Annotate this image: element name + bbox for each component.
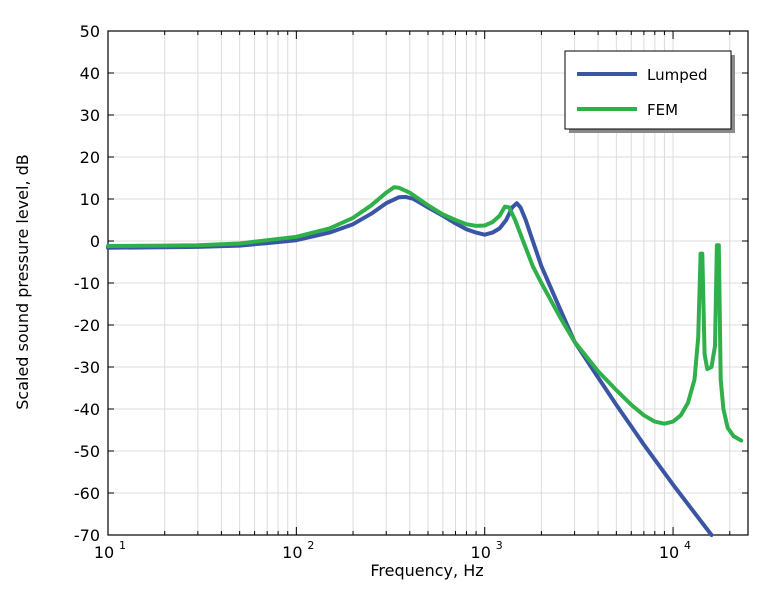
y-axis-ticks: 50 40 30 20 10 0 -10 -20 -30 -40 -50 -60 -70: [74, 22, 748, 545]
x-tick-label: 10: [282, 543, 302, 562]
series-line-lumped: [106, 194, 714, 537]
y-tick-label: -50: [74, 442, 100, 461]
y-tick-label: -60: [74, 484, 100, 503]
series-line-fem: [106, 185, 744, 443]
x-tick-label: 10: [94, 543, 114, 562]
y-tick-label: 30: [80, 106, 100, 125]
x-tick-label-exponent: 2: [307, 539, 314, 552]
legend-box: [564, 50, 732, 130]
y-tick-label: 20: [80, 148, 100, 167]
x-tick-label: 10: [659, 543, 679, 562]
y-tick-label: 10: [80, 190, 100, 209]
x-axis-label: Frequency, Hz: [370, 561, 483, 580]
x-axis-ticks: 10 1 10 2 10 3 10 4: [94, 31, 731, 562]
y-tick-label: 40: [80, 64, 100, 83]
y-tick-label: -20: [74, 316, 100, 335]
x-tick-label-exponent: 4: [684, 539, 691, 552]
legend: Lumped FEM: [564, 50, 735, 133]
y-tick-label: -40: [74, 400, 100, 419]
x-tick-label: 10: [471, 543, 491, 562]
legend-label-lumped: Lumped: [647, 66, 707, 84]
y-axis-label: Scaled sound pressure level, dB: [13, 154, 32, 409]
series-layer: [106, 185, 744, 537]
x-tick-label-exponent: 1: [119, 539, 126, 552]
y-tick-label: 0: [90, 232, 100, 251]
legend-label-fem: FEM: [647, 101, 678, 119]
y-tick-label: 50: [80, 22, 100, 41]
y-tick-label: -70: [74, 526, 100, 545]
y-tick-label: -10: [74, 274, 100, 293]
x-tick-label-exponent: 3: [496, 539, 503, 552]
y-tick-label: -30: [74, 358, 100, 377]
